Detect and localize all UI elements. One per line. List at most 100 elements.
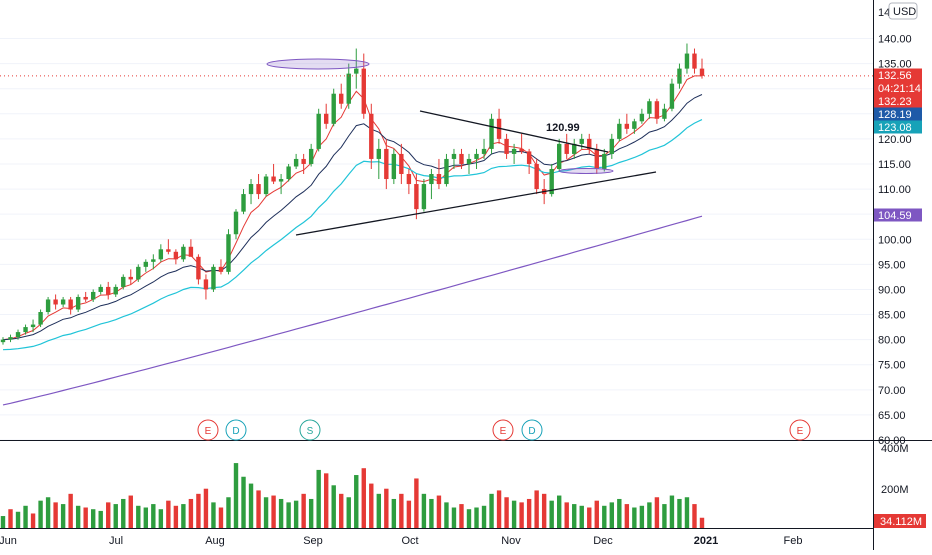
volume-bar	[38, 500, 43, 528]
candle	[301, 158, 306, 164]
candle	[151, 259, 156, 262]
volume-bar	[602, 505, 607, 528]
volume-bar	[136, 505, 141, 528]
volume-bar	[166, 500, 171, 528]
volume-bar	[286, 502, 291, 528]
volume-label-text: 34.112M	[880, 516, 922, 528]
candle	[106, 286, 111, 295]
volume-bar	[271, 495, 276, 528]
candle	[489, 118, 494, 149]
volume-bar	[572, 504, 577, 528]
volume-bar	[481, 505, 487, 528]
volume-bar	[489, 493, 494, 528]
y-tick-label: 120.00	[878, 134, 912, 146]
volume-bar	[624, 504, 630, 528]
currency-badge	[888, 2, 918, 20]
y-tick-label: 140.00	[878, 34, 912, 46]
price-label-text: 104.59	[878, 210, 912, 222]
candle	[444, 158, 449, 185]
candle	[384, 148, 389, 180]
resistance-trendline	[419, 110, 609, 153]
candle	[399, 153, 404, 175]
volume-bar	[699, 517, 705, 528]
candle	[143, 261, 149, 267]
x-tick-label: Aug	[205, 535, 225, 547]
volume-bar	[436, 495, 442, 528]
event-badge-dividend[interactable]: D	[521, 419, 543, 441]
volume-bar	[369, 483, 374, 528]
volume-bar	[669, 495, 675, 528]
volume-bar	[384, 488, 389, 528]
price-label-bg	[874, 68, 922, 82]
volume-tick-label: 200M	[881, 484, 909, 496]
volume-bar	[346, 497, 351, 528]
sma-long-line	[2, 215, 703, 406]
volume-bar	[647, 502, 652, 528]
highlight-ellipse	[266, 58, 370, 70]
volume-bar	[549, 500, 554, 528]
y-tick-label: 135.00	[878, 59, 912, 71]
candle	[75, 296, 81, 310]
volume-bar	[53, 502, 58, 528]
y-tick-label: 95.00	[878, 259, 906, 271]
moving-average-lines	[2, 75, 703, 351]
candle	[436, 174, 442, 185]
candle	[692, 53, 697, 69]
volume-bar	[556, 495, 562, 528]
drawing-tools[interactable]: 120.99	[266, 58, 657, 236]
event-badge-earnings[interactable]: E	[492, 419, 514, 441]
volume-bar	[211, 502, 216, 528]
volume-bar	[316, 469, 321, 528]
candle	[286, 166, 291, 180]
volume-bar	[143, 507, 149, 528]
event-badge-dividend[interactable]: D	[225, 419, 247, 441]
volume-bar	[98, 510, 103, 528]
candle	[624, 123, 630, 129]
volume-bar	[203, 488, 209, 528]
candle	[218, 266, 224, 272]
event-badge-earnings[interactable]: E	[197, 419, 219, 441]
volume-bar	[60, 504, 66, 528]
candle	[504, 138, 509, 154]
event-badge-circle	[197, 419, 219, 441]
y-tick-label: 14	[878, 7, 890, 19]
volume-bar	[692, 504, 697, 528]
ema-fast-line	[2, 75, 702, 341]
event-badge-earnings[interactable]: E	[789, 419, 811, 441]
candle	[361, 68, 366, 114]
candle	[256, 184, 261, 195]
candle	[98, 286, 103, 292]
volume-bar	[339, 493, 344, 528]
volume-bar	[541, 493, 547, 528]
volume-bar	[391, 498, 397, 528]
volume-bar	[459, 504, 464, 528]
price-label: 132.56	[874, 68, 922, 82]
candle	[83, 296, 88, 300]
volume-bar	[23, 505, 28, 528]
price-label-text: 128.19	[878, 109, 912, 121]
candle	[594, 148, 599, 169]
volume-bar	[444, 502, 449, 528]
volume-bar	[526, 498, 532, 528]
y-tick-label: 110.00	[878, 184, 911, 196]
candle	[684, 53, 690, 69]
volume-bar	[45, 497, 51, 528]
price-label: 123.08	[874, 120, 922, 134]
event-badge-split[interactable]: S	[299, 419, 321, 441]
candle	[45, 299, 51, 313]
candle	[579, 138, 584, 144]
candle	[677, 68, 682, 84]
candle	[617, 123, 622, 139]
volume-bar	[511, 500, 517, 528]
candle	[121, 276, 126, 287]
candle	[158, 249, 164, 260]
volume-bar	[654, 497, 660, 528]
candle	[166, 249, 171, 252]
volume-bar	[218, 507, 224, 528]
x-tick-label: Feb	[784, 535, 803, 547]
x-tick-label: Sep	[303, 535, 323, 547]
